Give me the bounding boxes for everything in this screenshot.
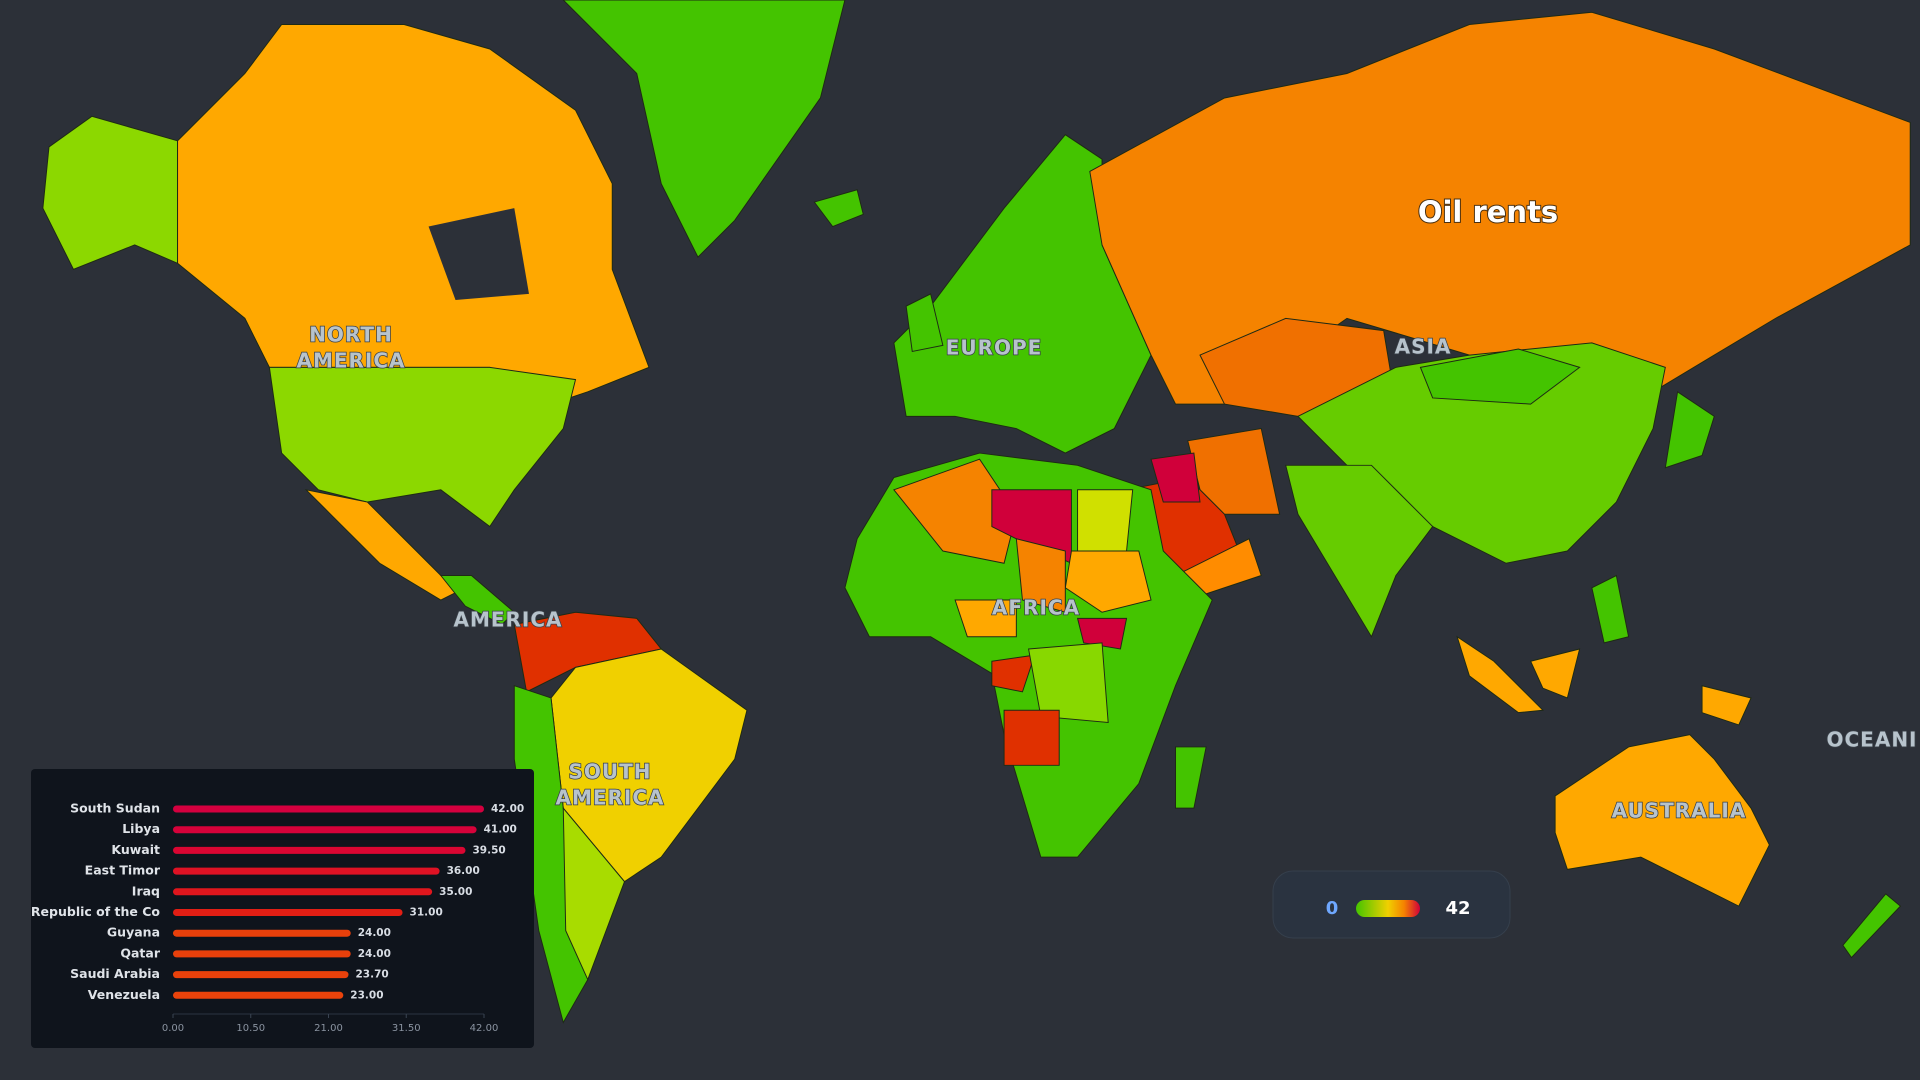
country xyxy=(813,189,864,228)
region-label: AMERICA xyxy=(453,608,562,632)
country xyxy=(1187,428,1281,515)
bay xyxy=(428,208,529,301)
country xyxy=(1076,617,1128,650)
category-label: East Timor xyxy=(85,863,161,878)
region-label: EUROPE xyxy=(946,336,1043,360)
region-label: AMERICA xyxy=(296,349,405,373)
value-label: 24.00 xyxy=(358,927,391,939)
country xyxy=(562,0,846,258)
category-label: Kuwait xyxy=(111,842,160,857)
x-tick-label: 0.00 xyxy=(162,1023,184,1034)
chart-panel xyxy=(31,769,534,1048)
bar xyxy=(173,971,349,979)
country xyxy=(1554,734,1770,907)
bar xyxy=(173,867,440,875)
country xyxy=(1591,574,1630,644)
value-label: 36.00 xyxy=(447,865,480,877)
category-label: Saudi Arabia xyxy=(70,966,160,981)
country xyxy=(893,458,1017,564)
region-label: NORTH xyxy=(309,323,393,347)
region-label: SOUTH xyxy=(568,760,651,784)
x-tick-label: 21.00 xyxy=(314,1023,343,1034)
country xyxy=(268,366,577,528)
bar xyxy=(173,805,484,813)
country xyxy=(439,575,516,626)
country xyxy=(1529,648,1581,699)
country xyxy=(1003,709,1060,766)
country xyxy=(177,24,650,417)
legend-min: 0 xyxy=(1326,898,1339,919)
category-label: Republic of the Co xyxy=(31,904,160,919)
x-tick-label: 10.50 xyxy=(236,1023,265,1034)
bar-chart: 0.00 10.50 21.00 31.50 42.00 South Sudan 42.00… xyxy=(31,801,524,1035)
bar xyxy=(173,929,351,937)
region-label: OCEANI xyxy=(1827,728,1918,752)
country xyxy=(905,293,944,353)
value-label: 39.50 xyxy=(472,844,505,856)
country xyxy=(1664,391,1715,469)
legend-max: 42 xyxy=(1445,898,1470,919)
value-label: 42.00 xyxy=(491,803,524,815)
country xyxy=(1028,642,1109,723)
category-label: Qatar xyxy=(120,945,160,960)
x-tick-label: 31.50 xyxy=(392,1023,421,1034)
country xyxy=(1842,893,1902,959)
category-label: Iraq xyxy=(132,883,160,898)
category-label: Venezuela xyxy=(88,987,160,1002)
country xyxy=(1089,11,1911,405)
region-label: AUSTRALIA xyxy=(1612,799,1747,823)
category-label: Guyana xyxy=(107,925,160,940)
value-label: 35.00 xyxy=(439,886,472,898)
value-label: 23.00 xyxy=(350,989,383,1001)
bar xyxy=(173,888,433,896)
region-label: ASIA xyxy=(1395,335,1452,359)
country xyxy=(1150,452,1201,503)
bar xyxy=(173,991,344,999)
country xyxy=(42,115,179,271)
country xyxy=(991,654,1036,693)
country xyxy=(954,599,1017,638)
category-label: South Sudan xyxy=(70,801,160,816)
value-label: 41.00 xyxy=(484,824,517,836)
country xyxy=(1015,538,1066,613)
country xyxy=(1456,635,1544,714)
country xyxy=(1419,348,1581,405)
country xyxy=(1077,489,1134,552)
bar xyxy=(173,826,477,834)
bar xyxy=(173,950,351,958)
legend-gradient xyxy=(1356,900,1420,917)
country xyxy=(1175,746,1207,809)
region-label: AMERICA xyxy=(555,786,664,810)
value-label: 31.00 xyxy=(410,907,443,919)
country xyxy=(1285,464,1434,638)
country xyxy=(1701,685,1752,726)
map-title: Oil rents xyxy=(1418,195,1558,229)
value-label: 24.00 xyxy=(358,948,391,960)
value-label: 23.70 xyxy=(355,969,388,981)
bar xyxy=(173,909,403,916)
category-label: Libya xyxy=(122,821,160,836)
bar xyxy=(173,846,466,854)
region-label: AFRICA xyxy=(992,596,1080,620)
country xyxy=(562,806,626,981)
country xyxy=(1064,550,1152,613)
x-tick-label: 42.00 xyxy=(470,1023,499,1034)
world-map xyxy=(42,0,1911,1024)
